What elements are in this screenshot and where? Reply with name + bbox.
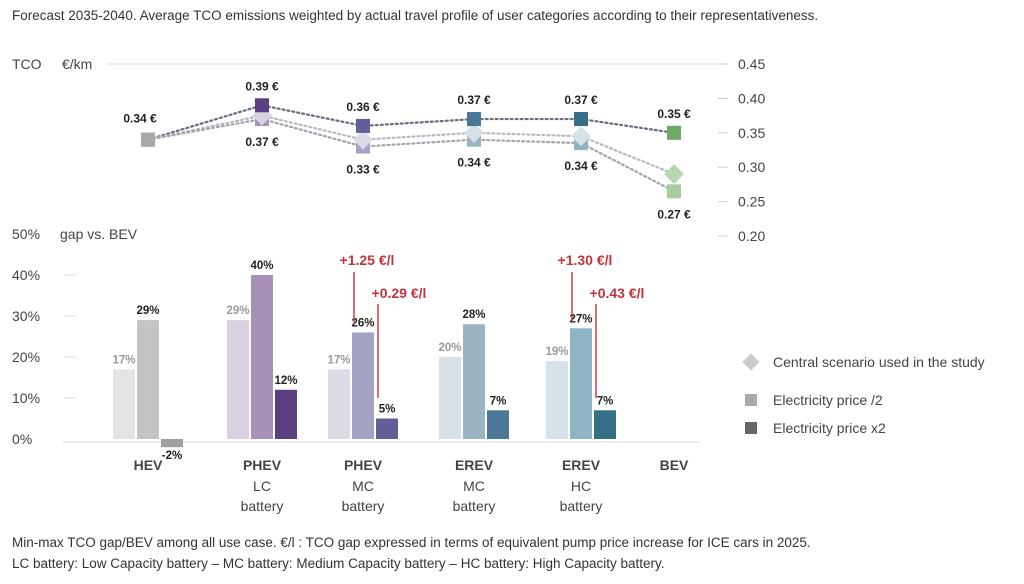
- bar-value-label: 29%: [226, 305, 249, 317]
- top-tick-label: 0.45: [738, 56, 765, 72]
- bar-value-label: -2%: [162, 450, 182, 462]
- bar: [113, 369, 135, 439]
- top-tick-label: 0.20: [738, 228, 765, 244]
- category-sublabel: MC: [352, 478, 374, 494]
- top-value-label-low: 0.34 €: [457, 156, 491, 170]
- legend-label: Central scenario used in the study: [773, 354, 985, 370]
- top-marker-central: [464, 122, 484, 143]
- bar: [376, 418, 398, 439]
- bar: [137, 320, 159, 439]
- legend-marker-square: [745, 422, 757, 434]
- top-value-label-high: 0.37 €: [564, 93, 598, 107]
- bar: [352, 332, 374, 439]
- legend-label: Electricity price /2: [773, 392, 883, 408]
- bar-value-label: 28%: [462, 309, 485, 321]
- bar: [328, 369, 350, 439]
- footnote-line-1: Min-max TCO gap/BEV among all use case. …: [12, 535, 811, 550]
- bar: [275, 389, 297, 439]
- bar-value-label: 17%: [112, 354, 135, 366]
- top-marker-price-x2: [255, 98, 269, 113]
- bar-tick-label: 50%: [12, 226, 40, 242]
- bar: [546, 361, 568, 439]
- legend-marker-diamond: [742, 353, 760, 371]
- legend-label: Electricity price x2: [773, 420, 886, 436]
- top-marker: [141, 132, 155, 147]
- annotation-low: +0.43 €/l: [590, 285, 645, 301]
- top-marker-price-x2: [574, 112, 588, 127]
- bar-tick-label: 0%: [12, 431, 32, 447]
- bar-value-label: 20%: [438, 342, 461, 354]
- chart-svg: 0.45 0.40 0.35 0.30 0.25 0.20 TCO €/km 0.34 € 0.3…: [12, 56, 985, 514]
- bar: [439, 357, 461, 439]
- bar-tick-label: 20%: [12, 349, 40, 365]
- top-marker-price-x2: [667, 125, 681, 140]
- bar-value-label: 26%: [351, 317, 374, 329]
- category-sublabel: battery: [453, 498, 496, 514]
- top-series-line: [146, 114, 676, 176]
- top-unit-label: €/km: [62, 56, 92, 72]
- category-sublabel: battery: [560, 498, 603, 514]
- annotation-low: +0.29 €/l: [372, 285, 427, 301]
- category-sublabel: MC: [463, 478, 485, 494]
- bar: [463, 324, 485, 439]
- top-marker-price-half: [667, 184, 681, 199]
- bar: [161, 439, 183, 448]
- top-marker-central: [353, 129, 373, 150]
- category-label: HEV: [134, 457, 163, 473]
- bar-tick-label: 10%: [12, 390, 40, 406]
- bar: [487, 410, 509, 439]
- bar-value-label: 19%: [545, 346, 568, 358]
- top-value-label-high: 0.39 €: [245, 79, 279, 93]
- bar-axis-label: gap vs. BEV: [60, 226, 138, 242]
- bar-value-label: 17%: [327, 354, 350, 366]
- top-tick-label: 0.25: [738, 194, 765, 210]
- category-label: EREV: [562, 457, 601, 473]
- top-value-label-low: 0.37 €: [245, 135, 279, 149]
- top-tick-label: 0.40: [738, 90, 765, 106]
- top-value-label-high: 0.34 €: [123, 112, 157, 126]
- category-label: PHEV: [243, 457, 282, 473]
- top-value-label-high: 0.37 €: [457, 93, 491, 107]
- top-value-label-low: 0.27 €: [657, 207, 691, 221]
- category-sublabel: HC: [571, 478, 591, 494]
- bar-value-label: 27%: [569, 313, 592, 325]
- bar-value-label: 12%: [274, 375, 297, 387]
- category-sublabel: LC: [253, 478, 271, 494]
- top-tick-label: 0.35: [738, 125, 765, 141]
- top-axis-label: TCO: [12, 56, 42, 72]
- footnote-line-2: LC battery: Low Capacity battery – MC ba…: [12, 556, 665, 571]
- bar: [227, 320, 249, 439]
- bar-value-label: 29%: [136, 305, 159, 317]
- chart-caption: Forecast 2035-2040. Average TCO emission…: [12, 8, 819, 23]
- bar: [594, 410, 616, 439]
- top-value-label-low: 0.33 €: [346, 163, 380, 177]
- annotation-high: +1.25 €/l: [340, 252, 395, 268]
- top-value-label-low: 0.34 €: [564, 159, 598, 173]
- top-marker-price-x2: [467, 112, 481, 127]
- bar-value-label: 7%: [597, 395, 614, 407]
- top-series-line: [146, 117, 676, 193]
- category-sublabel: battery: [342, 498, 385, 514]
- legend-marker-square: [745, 394, 757, 406]
- annotation-high: +1.30 €/l: [558, 252, 613, 268]
- top-tick-label: 0.30: [738, 159, 765, 175]
- bar-value-label: 7%: [490, 395, 507, 407]
- top-marker-central: [664, 164, 684, 184]
- category-label: EREV: [455, 457, 494, 473]
- bar-tick-label: 40%: [12, 267, 40, 283]
- category-sublabel: battery: [241, 498, 284, 514]
- bar: [570, 328, 592, 439]
- bar-value-label: 40%: [250, 260, 273, 272]
- category-label: PHEV: [344, 457, 383, 473]
- bar-tick-label: 30%: [12, 308, 40, 324]
- bar: [251, 275, 273, 439]
- top-value-label-high: 0.36 €: [346, 100, 380, 114]
- top-marker-price-x2: [356, 118, 370, 133]
- category-label: BEV: [660, 457, 689, 473]
- bar-value-label: 5%: [379, 404, 396, 416]
- top-series-line: [146, 104, 676, 141]
- top-value-label-high: 0.35 €: [657, 107, 691, 121]
